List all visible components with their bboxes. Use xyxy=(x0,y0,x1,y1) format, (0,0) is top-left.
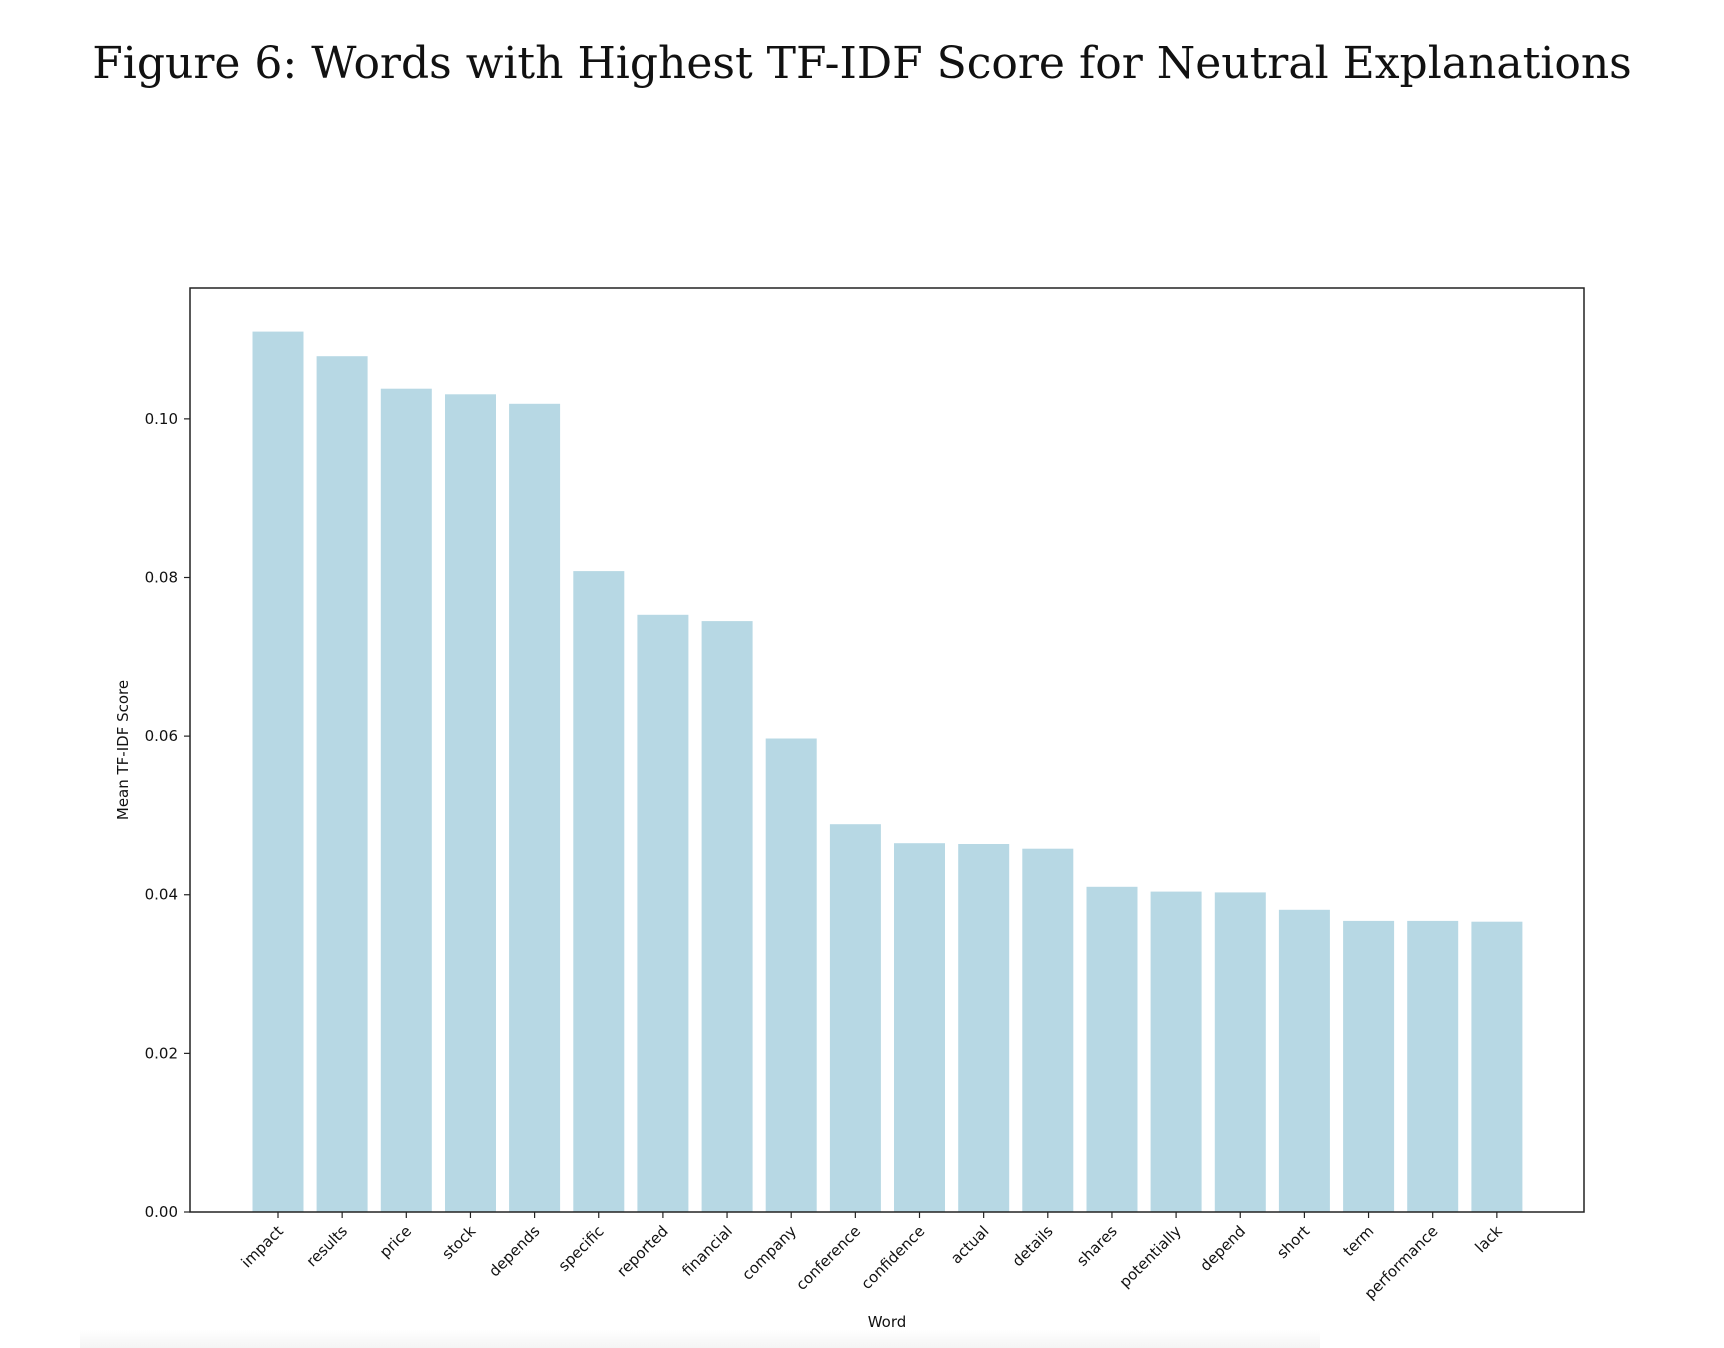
bar-short xyxy=(1278,909,1330,1212)
bar-stock xyxy=(445,394,496,1212)
y-tick-label: 0.06 xyxy=(145,727,178,745)
bar-impact xyxy=(252,331,304,1213)
x-tick-label: depends xyxy=(485,1222,543,1280)
y-tick-label: 0.08 xyxy=(145,568,178,586)
figure-title: Figure 6: Words with Highest TF-IDF Scor… xyxy=(92,38,1632,89)
bar-actual xyxy=(958,844,1010,1212)
bar-results xyxy=(316,356,368,1212)
x-tick-label: price xyxy=(376,1222,415,1261)
y-axis-label: Mean TF-IDF Score xyxy=(114,680,132,820)
x-axis: impact results price stock depends specific re… xyxy=(238,1212,1506,1303)
x-tick-label: results xyxy=(303,1222,351,1270)
bar-depends xyxy=(509,403,561,1212)
y-tick-label: 0.10 xyxy=(145,410,178,428)
bars-layer xyxy=(252,331,1523,1213)
y-tick-label: 0.02 xyxy=(145,1044,178,1062)
x-tick-label: impact xyxy=(238,1222,287,1271)
x-tick-label: short xyxy=(1273,1222,1313,1262)
x-tick-label: depend xyxy=(1196,1222,1249,1275)
y-tick-label: 0.00 xyxy=(145,1203,178,1221)
y-tick-label: 0.04 xyxy=(145,886,178,904)
x-tick-label: shares xyxy=(1073,1222,1121,1270)
bar-term xyxy=(1343,920,1395,1212)
bar-specific xyxy=(573,571,625,1212)
x-tick-label: confidence xyxy=(858,1222,929,1293)
plot-frame xyxy=(189,287,1585,1213)
bar-depend xyxy=(1214,892,1266,1212)
bar-details xyxy=(1022,848,1074,1212)
x-tick-label: actual xyxy=(947,1222,992,1267)
bar-lack xyxy=(1471,921,1523,1212)
bar-shares xyxy=(1086,886,1138,1212)
bar-potentially xyxy=(1150,891,1202,1212)
bar-conference xyxy=(829,824,881,1212)
x-tick-label: reported xyxy=(613,1222,671,1280)
bar-company xyxy=(765,738,817,1212)
x-tick-label: company xyxy=(738,1222,800,1284)
bar-confidence xyxy=(894,843,945,1212)
x-tick-label: financial xyxy=(678,1222,736,1280)
x-tick-label: term xyxy=(1339,1222,1377,1260)
x-axis-label: Word xyxy=(868,1313,907,1331)
x-tick-label: lack xyxy=(1472,1222,1506,1256)
bar-performance xyxy=(1407,920,1459,1212)
x-tick-label: conference xyxy=(792,1222,864,1294)
x-tick-label: specific xyxy=(555,1222,608,1275)
x-tick-label: stock xyxy=(438,1222,479,1263)
bottom-fade xyxy=(80,1330,1320,1348)
y-axis: 0.00 0.02 0.04 0.06 0.08 0.10 xyxy=(145,410,190,1221)
bar-financial xyxy=(701,621,753,1212)
x-tick-label: potentially xyxy=(1116,1222,1185,1291)
x-tick-label: details xyxy=(1009,1222,1057,1270)
bar-reported xyxy=(637,614,689,1212)
bar-price xyxy=(380,388,432,1212)
